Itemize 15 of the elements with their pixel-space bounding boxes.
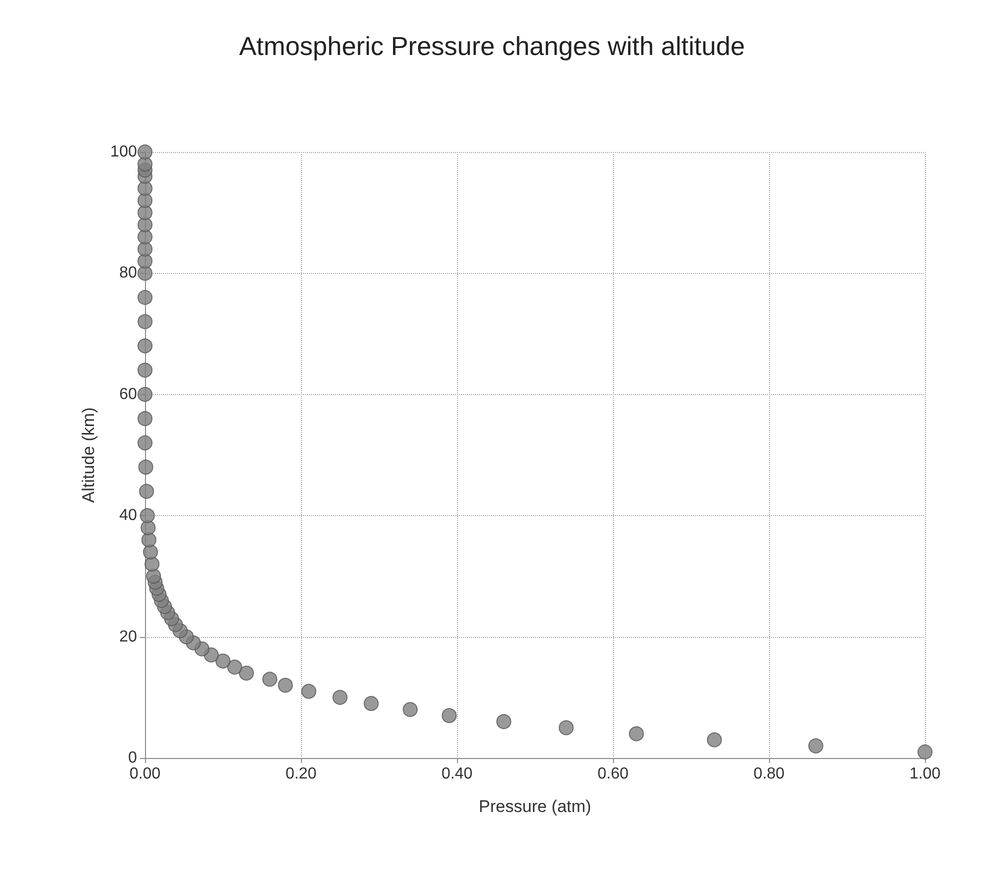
y-tick-label: 20 [119, 628, 138, 646]
y-axis-title: Altitude (km) [79, 407, 98, 503]
y-tick-label: 80 [119, 264, 138, 282]
y-tick-label: 40 [119, 507, 138, 524]
x-tick-label: 0.00 [129, 766, 161, 782]
x-tick-label: 0.60 [597, 766, 629, 782]
x-tick-label: 0.20 [285, 766, 317, 782]
x-axis-title: Pressure (atm) [478, 797, 592, 816]
y-tick-label: 60 [119, 386, 138, 403]
y-tick-label: 100 [110, 144, 138, 160]
x-tick-label: 1.00 [909, 766, 941, 782]
x-tick-label: 0.80 [753, 766, 785, 782]
y-tick-label: 0 [128, 750, 138, 766]
x-tick-label: 0.40 [441, 766, 473, 782]
chart-title: Atmospheric Pressure changes with altitude [239, 31, 745, 61]
